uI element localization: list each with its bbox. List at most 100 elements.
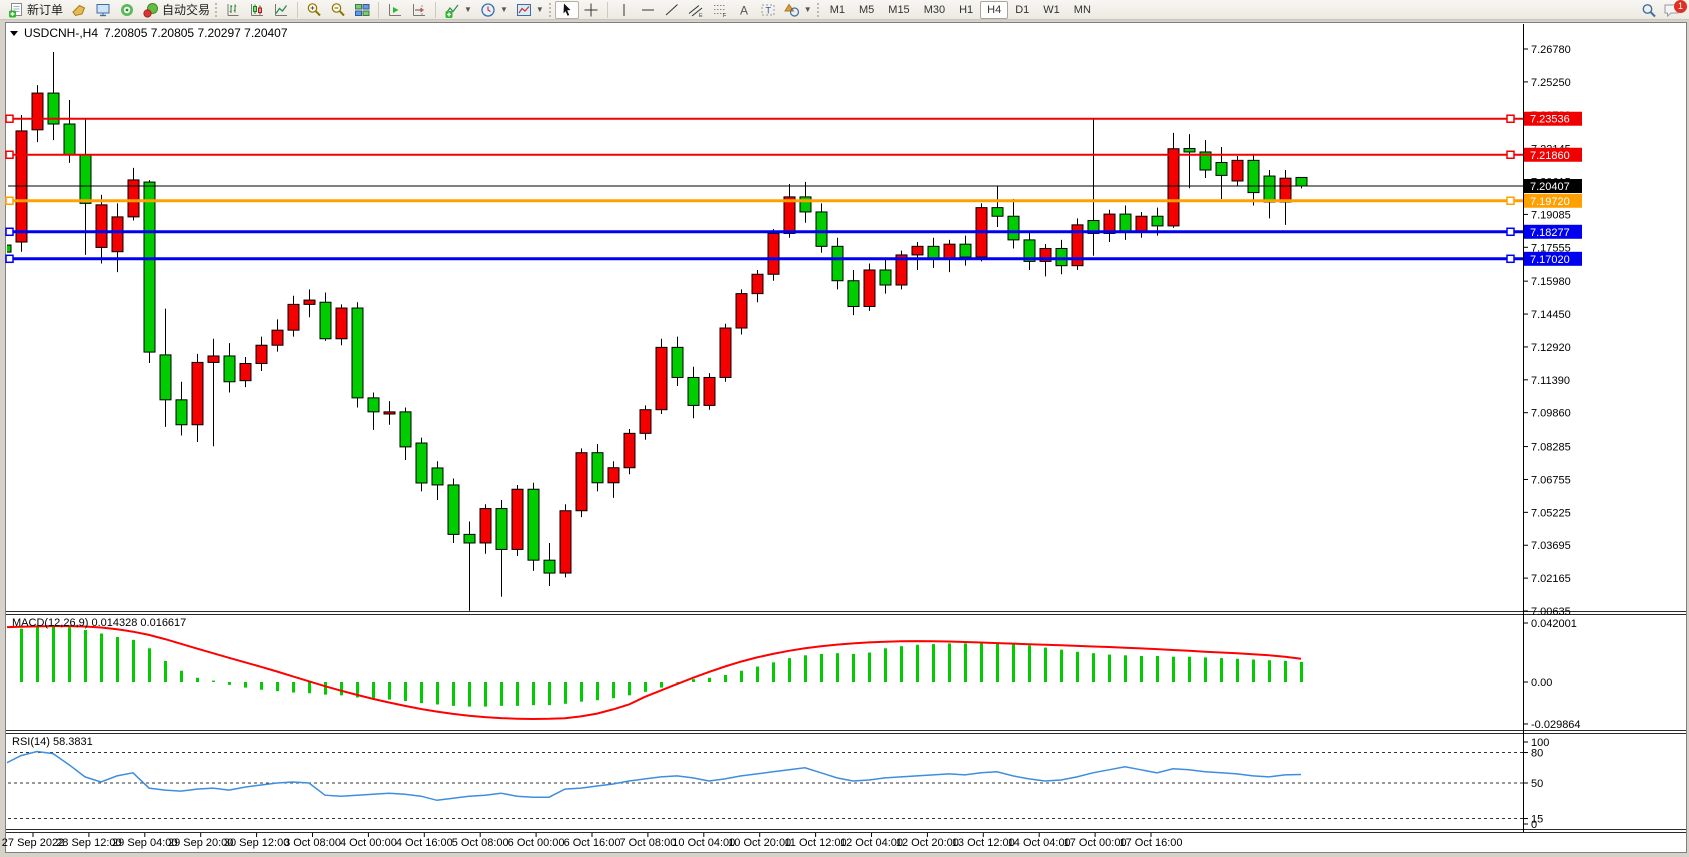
candle — [559, 504, 572, 578]
hline-marker[interactable] — [5, 227, 14, 237]
timeframe-MN[interactable]: MN — [1073, 3, 1091, 16]
timeframe-D1[interactable]: D1 — [1015, 3, 1030, 16]
time-tick-label: 6 Oct 16:00 — [564, 837, 621, 849]
indicators-button[interactable]: ▼ — [440, 1, 476, 19]
candle — [399, 407, 412, 461]
bar-chart-button[interactable] — [221, 1, 245, 19]
chevron-down-icon: ▼ — [535, 5, 544, 14]
candle — [815, 203, 828, 253]
rsi-indicator-label: RSI(14) 58.3831 — [12, 736, 93, 748]
candle — [207, 338, 220, 447]
timeframe-M1[interactable]: M1 — [829, 3, 845, 16]
candle — [271, 319, 284, 352]
symbol-title: USDCNH-,H4 — [24, 26, 99, 40]
time-tick-label: 28 Sep 12:00 — [56, 837, 121, 849]
candle — [607, 461, 620, 498]
periods-button[interactable]: ▼ — [476, 1, 512, 19]
signals-button[interactable] — [115, 1, 139, 19]
price-tick-label: 7.12920 — [1531, 342, 1571, 354]
hline-marker[interactable] — [1506, 150, 1515, 160]
horizontal-line-object[interactable] — [5, 150, 1523, 160]
cursor-button[interactable] — [554, 0, 579, 19]
horizontal-line-object[interactable] — [5, 227, 1523, 237]
hline-marker[interactable] — [1506, 254, 1515, 264]
timeframe-H4[interactable]: H4 — [980, 0, 1009, 19]
zoom-in-button[interactable] — [302, 1, 326, 19]
fibonacci-button[interactable]: F — [708, 1, 732, 19]
tag-button[interactable] — [67, 1, 91, 19]
timeframe-W1[interactable]: W1 — [1043, 3, 1060, 16]
hline-marker[interactable] — [1506, 227, 1515, 237]
search-icon[interactable] — [1641, 3, 1657, 18]
candle — [943, 239, 956, 273]
chart-shift-button[interactable] — [407, 1, 431, 19]
new-order-button[interactable]: 新订单 — [4, 1, 67, 19]
candle — [1295, 176, 1308, 189]
timeframe-M30[interactable]: M30 — [923, 3, 946, 16]
hline-marker[interactable] — [1506, 196, 1515, 206]
chart-window[interactable] — [5, 22, 1687, 853]
vertical-line-button[interactable] — [612, 1, 636, 19]
zoom-out-button[interactable] — [326, 1, 350, 19]
svg-text:7.19720: 7.19720 — [1530, 196, 1570, 208]
time-tick-label: 27 Sep 2022 — [2, 837, 64, 849]
chat-button[interactable]: 1 — [1663, 0, 1687, 18]
price-tick-label: 7.03695 — [1531, 540, 1571, 552]
hline-marker[interactable] — [1506, 114, 1515, 123]
market-watch-button[interactable] — [91, 1, 115, 19]
price-line-badge: 7.18277 — [1524, 224, 1582, 239]
svg-text:A: A — [740, 4, 748, 18]
time-tick-label: 5 Oct 08:00 — [452, 837, 509, 849]
new-order-icon — [8, 2, 24, 18]
timeframe-M5[interactable]: M5 — [859, 3, 875, 16]
fibonacci-icon: F — [712, 2, 728, 19]
candle — [895, 250, 908, 290]
horizontal-line-object[interactable] — [5, 114, 1523, 123]
candle — [1055, 239, 1068, 275]
tile-windows-button[interactable] — [350, 1, 374, 19]
time-tick-label: 7 Oct 08:00 — [619, 837, 676, 849]
timeframe-H1[interactable]: H1 — [959, 3, 974, 16]
channel-button[interactable]: E — [684, 1, 708, 19]
horizontal-line-object[interactable] — [5, 254, 1523, 264]
crosshair-button[interactable] — [579, 1, 603, 19]
indicators-icon — [444, 2, 460, 18]
auto-scroll-button[interactable] — [383, 1, 407, 19]
price-line-badge: 7.19720 — [1524, 193, 1582, 208]
shapes-button[interactable]: ▼ — [780, 1, 816, 19]
timeframe-M15[interactable]: M15 — [888, 3, 910, 16]
rsi-tick-label: 50 — [1531, 778, 1543, 790]
svg-text:7.17020: 7.17020 — [1530, 254, 1570, 266]
label-button[interactable]: T — [756, 1, 780, 19]
candle — [495, 499, 508, 597]
hline-marker[interactable] — [5, 254, 14, 264]
hline-marker[interactable] — [5, 196, 14, 206]
horizontal-line-object[interactable] — [5, 196, 1523, 206]
notification-badge: 1 — [1674, 0, 1687, 13]
candlestick-chart-button[interactable] — [245, 1, 269, 19]
hline-marker[interactable] — [5, 150, 14, 160]
svg-text:7.20407: 7.20407 — [1530, 181, 1570, 193]
price-tick-label: 7.06755 — [1531, 474, 1571, 486]
time-tick-label: 14 Oct 04:00 — [1008, 837, 1071, 849]
market-watch-icon — [95, 2, 111, 17]
one-click-trading-toggle[interactable] — [10, 30, 18, 36]
svg-text:T: T — [765, 6, 771, 16]
tile-windows-icon — [354, 2, 370, 17]
candle — [111, 203, 124, 273]
candle — [1071, 218, 1084, 270]
candle — [7, 244, 12, 253]
candle — [191, 353, 204, 442]
line-chart-button[interactable] — [269, 1, 293, 19]
candle — [47, 52, 60, 141]
hline-marker[interactable] — [5, 114, 14, 123]
horizontal-line-icon — [640, 2, 656, 17]
text-button[interactable]: A — [732, 1, 756, 19]
autotrading-button[interactable]: 自动交易 — [139, 1, 214, 19]
horizontal-line-button[interactable] — [636, 1, 660, 19]
rsi-tick-label: 80 — [1531, 748, 1543, 760]
candle — [1135, 211, 1148, 238]
templates-button[interactable]: ▼ — [512, 1, 548, 19]
trendline-button[interactable] — [660, 1, 684, 19]
